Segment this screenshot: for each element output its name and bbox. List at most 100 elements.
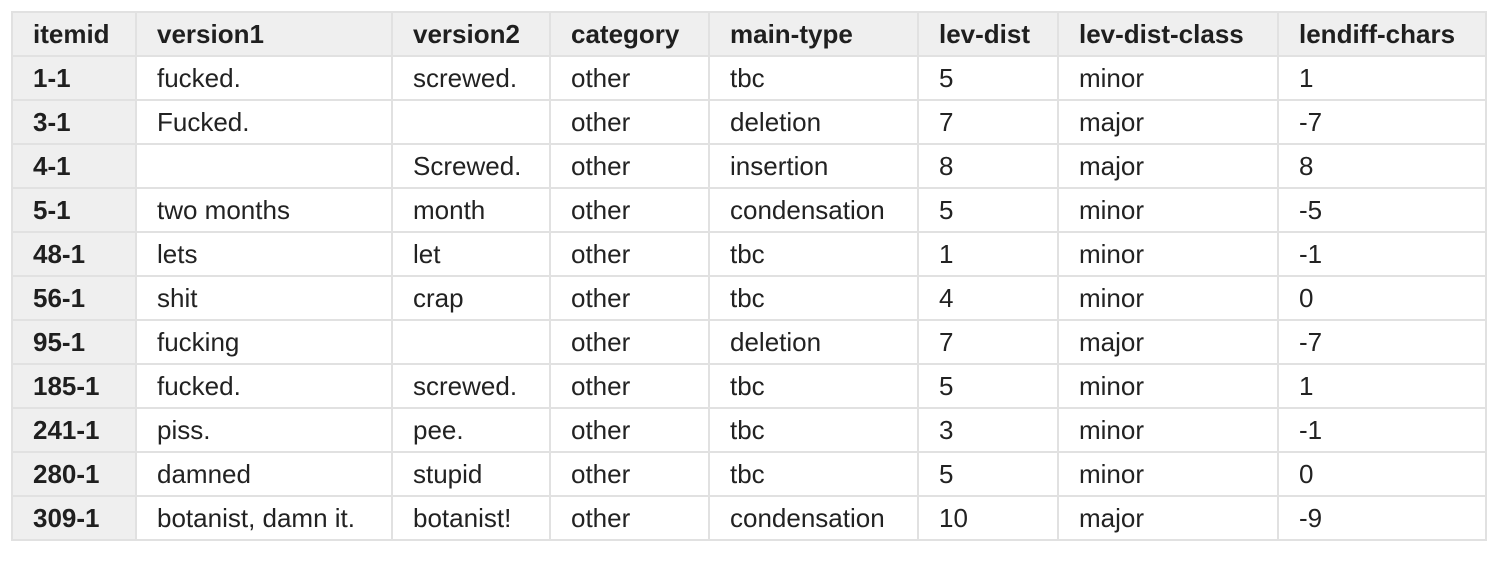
- cell-version2: [391, 99, 551, 145]
- cell-itemid: 185-1: [11, 363, 137, 409]
- cell-lev-dist: 3: [917, 407, 1059, 453]
- cell-itemid: 56-1: [11, 275, 137, 321]
- column-header-version1: version1: [135, 11, 393, 57]
- cell-lendiff-chars: 1: [1277, 55, 1487, 101]
- table-row: 280-1 damned stupid other tbc 5 minor 0: [11, 451, 1487, 497]
- cell-lendiff-chars: -7: [1277, 99, 1487, 145]
- cell-version1: fucked.: [135, 363, 393, 409]
- column-header-lev-dist-class: lev-dist-class: [1057, 11, 1279, 57]
- table-row: 241-1 piss. pee. other tbc 3 minor -1: [11, 407, 1487, 453]
- cell-version2: screwed.: [391, 55, 551, 101]
- cell-version2: [391, 319, 551, 365]
- cell-lev-dist-class: minor: [1057, 451, 1279, 497]
- cell-lev-dist-class: major: [1057, 99, 1279, 145]
- cell-main-type: condensation: [708, 187, 919, 233]
- cell-category: other: [549, 495, 710, 541]
- cell-version2: botanist!: [391, 495, 551, 541]
- cell-lev-dist: 5: [917, 363, 1059, 409]
- cell-category: other: [549, 143, 710, 189]
- cell-category: other: [549, 55, 710, 101]
- cell-category: other: [549, 231, 710, 277]
- cell-main-type: tbc: [708, 363, 919, 409]
- table-row: 1-1 fucked. screwed. other tbc 5 minor 1: [11, 55, 1487, 101]
- cell-category: other: [549, 319, 710, 365]
- cell-lev-dist: 5: [917, 55, 1059, 101]
- cell-category: other: [549, 363, 710, 409]
- column-header-main-type: main-type: [708, 11, 919, 57]
- cell-lev-dist-class: minor: [1057, 275, 1279, 321]
- cell-lendiff-chars: -5: [1277, 187, 1487, 233]
- cell-main-type: deletion: [708, 319, 919, 365]
- cell-lev-dist: 7: [917, 99, 1059, 145]
- cell-lev-dist-class: major: [1057, 495, 1279, 541]
- cell-itemid: 1-1: [11, 55, 137, 101]
- cell-version1: piss.: [135, 407, 393, 453]
- cell-main-type: tbc: [708, 275, 919, 321]
- cell-version1: damned: [135, 451, 393, 497]
- cell-lev-dist-class: major: [1057, 319, 1279, 365]
- cell-main-type: tbc: [708, 451, 919, 497]
- table-row: 3-1 Fucked. other deletion 7 major -7: [11, 99, 1487, 145]
- cell-itemid: 48-1: [11, 231, 137, 277]
- cell-lendiff-chars: 8: [1277, 143, 1487, 189]
- table-row: 5-1 two months month other condensation 5 mino…: [11, 187, 1487, 233]
- cell-version2: month: [391, 187, 551, 233]
- cell-category: other: [549, 407, 710, 453]
- cell-version1: fucked.: [135, 55, 393, 101]
- cell-lev-dist: 5: [917, 451, 1059, 497]
- table-row: 309-1 botanist, damn it. botanist! other con…: [11, 495, 1487, 541]
- column-header-lev-dist: lev-dist: [917, 11, 1059, 57]
- cell-lev-dist: 4: [917, 275, 1059, 321]
- cell-category: other: [549, 451, 710, 497]
- cell-version1: [135, 143, 393, 189]
- cell-main-type: condensation: [708, 495, 919, 541]
- cell-main-type: tbc: [708, 55, 919, 101]
- cell-version1: botanist, damn it.: [135, 495, 393, 541]
- table-body: 1-1 fucked. screwed. other tbc 5 minor 1 3-1 Fuck…: [11, 55, 1487, 541]
- table-header: itemid version1 version2 category main-t…: [11, 11, 1487, 57]
- cell-itemid: 241-1: [11, 407, 137, 453]
- cell-lev-dist: 7: [917, 319, 1059, 365]
- cell-lev-dist-class: major: [1057, 143, 1279, 189]
- cell-lev-dist: 5: [917, 187, 1059, 233]
- cell-lev-dist: 8: [917, 143, 1059, 189]
- cell-version2: screwed.: [391, 363, 551, 409]
- cell-version2: Screwed.: [391, 143, 551, 189]
- cell-version2: crap: [391, 275, 551, 321]
- cell-lendiff-chars: 0: [1277, 451, 1487, 497]
- cell-itemid: 5-1: [11, 187, 137, 233]
- cell-category: other: [549, 187, 710, 233]
- cell-lev-dist: 1: [917, 231, 1059, 277]
- cell-itemid: 4-1: [11, 143, 137, 189]
- cell-category: other: [549, 275, 710, 321]
- cell-lev-dist-class: minor: [1057, 407, 1279, 453]
- cell-version1: two months: [135, 187, 393, 233]
- cell-itemid: 3-1: [11, 99, 137, 145]
- cell-lev-dist: 10: [917, 495, 1059, 541]
- column-header-version2: version2: [391, 11, 551, 57]
- table-row: 4-1 Screwed. other insertion 8 major 8: [11, 143, 1487, 189]
- cell-lendiff-chars: -7: [1277, 319, 1487, 365]
- cell-lendiff-chars: -1: [1277, 231, 1487, 277]
- cell-version1: shit: [135, 275, 393, 321]
- cell-itemid: 280-1: [11, 451, 137, 497]
- data-table-container: itemid version1 version2 category main-t…: [11, 11, 1487, 541]
- cell-main-type: tbc: [708, 407, 919, 453]
- cell-lev-dist-class: minor: [1057, 363, 1279, 409]
- cell-category: other: [549, 99, 710, 145]
- header-row: itemid version1 version2 category main-t…: [11, 11, 1487, 57]
- table-row: 48-1 lets let other tbc 1 minor -1: [11, 231, 1487, 277]
- cell-version1: fucking: [135, 319, 393, 365]
- table-row: 95-1 fucking other deletion 7 major -7: [11, 319, 1487, 365]
- cell-lendiff-chars: -9: [1277, 495, 1487, 541]
- cell-lev-dist-class: minor: [1057, 187, 1279, 233]
- data-table: itemid version1 version2 category main-t…: [11, 11, 1487, 541]
- cell-lendiff-chars: -1: [1277, 407, 1487, 453]
- cell-lendiff-chars: 0: [1277, 275, 1487, 321]
- column-header-category: category: [549, 11, 710, 57]
- cell-main-type: insertion: [708, 143, 919, 189]
- cell-main-type: tbc: [708, 231, 919, 277]
- cell-lev-dist-class: minor: [1057, 55, 1279, 101]
- table-row: 56-1 shit crap other tbc 4 minor 0: [11, 275, 1487, 321]
- table-row: 185-1 fucked. screwed. other tbc 5 minor 1: [11, 363, 1487, 409]
